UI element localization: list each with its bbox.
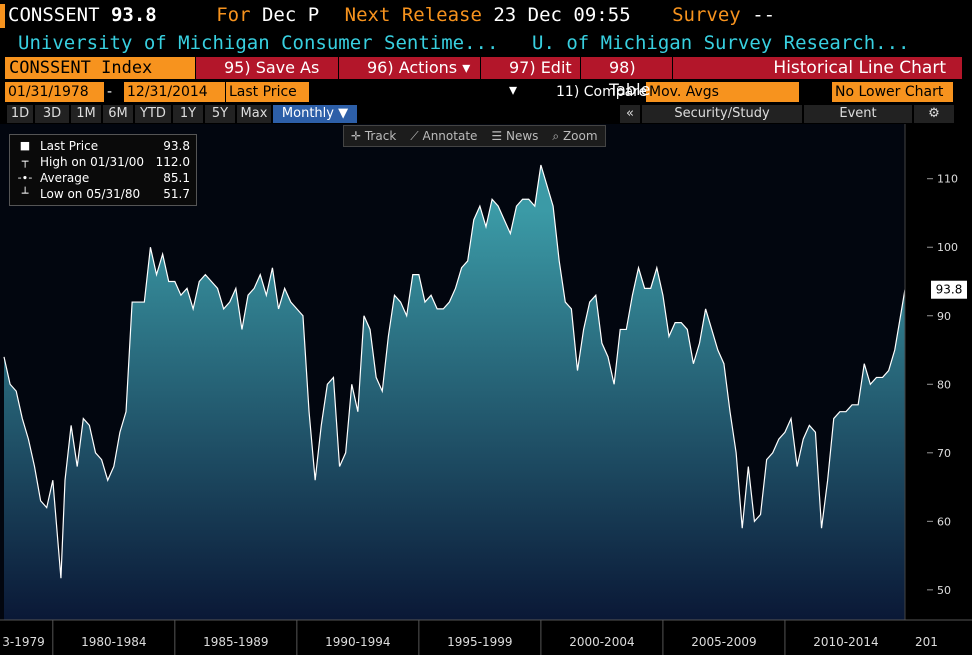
collapse[interactable]: « [620,105,640,123]
legend-label: Low on 05/31/80 [40,187,141,201]
survey-value: -- [752,4,776,26]
period-button[interactable]: YTD [135,105,171,123]
legend: ■ Last Price 93.8 ┬ High on 01/31/00 112.0 -∙-… [9,134,197,206]
period-button[interactable]: 1Y [173,105,203,123]
tool-bar: ✛ Track ⟋ Annotate ☰ News ⌕ Zoom [343,125,606,147]
start-date[interactable]: 01/31/1978 [5,82,104,102]
legend-icon: ┬ [21,155,29,168]
period-button[interactable]: 1M [71,105,101,123]
x-tick-label: 3-1979 [2,635,45,649]
compare-value[interactable]: Mov. Avgs [646,82,799,102]
last-price-label: 93.8 [936,283,963,297]
x-tick-label: 1995-1999 [447,635,512,649]
field[interactable]: Last Price [226,82,309,102]
legend-label: High on 01/31/00 [40,155,145,169]
x-tick-label: 201 [915,635,938,649]
period-button[interactable]: Max [237,105,271,123]
legend-label: Average [40,171,90,185]
y-tick-label: 90 [937,310,951,323]
tool[interactable]: ✛ Track [351,129,397,143]
period-button[interactable]: 6M [103,105,133,123]
security-field[interactable]: CONSSENT Index [5,57,195,79]
for-label: For [216,4,251,26]
chart-kind[interactable]: Historical Line Chart [672,57,962,79]
legend-label: Last Price [40,139,99,153]
x-tick-label: 1990-1994 [325,635,390,649]
legend-row: ■ Last Price 93.8 [10,138,196,154]
toolbar-button[interactable]: 95) Save As [195,57,338,79]
period-button[interactable]: 5Y [205,105,235,123]
period-button[interactable]: 1D [7,105,33,123]
y-tick-label: 80 [937,378,951,391]
x-tick-label: 1985-1989 [203,635,268,649]
area [4,165,905,620]
legend-row: ┴ Low on 05/31/80 51.7 [10,186,196,202]
legend-row: ┬ High on 01/31/00 112.0 [10,154,196,170]
y-tick-label: 100 [937,241,958,254]
source: U. of Michigan Survey Research... [532,32,910,54]
dash: - [107,84,113,100]
legend-icon: ■ [19,139,31,152]
end-date[interactable]: 12/31/2014 [124,82,225,102]
y-tick-label: 70 [937,447,951,460]
x-tick-label: 2005-2009 [691,635,756,649]
legend-value: 93.8 [163,139,190,153]
legend-value: 85.1 [163,171,190,185]
next-label: Next Release [344,4,482,26]
price: 93.8 [110,4,157,26]
for-value: Dec P [261,4,320,26]
legend-row: -∙- Average 85.1 [10,170,196,186]
tool[interactable]: ☰ News [491,129,539,143]
tool[interactable]: ⌕ Zoom [552,129,598,143]
x-tick-label: 1980-1984 [81,635,146,649]
lower-chart[interactable]: No Lower Chart [832,82,953,102]
frequency[interactable]: Monthly ▼ [273,105,357,123]
header-row: CONSSENT 93.8 For Dec P Next Release 23 … [8,4,775,26]
last-price-tag [931,280,967,299]
line [3,164,906,579]
name: University of Michigan Consumer Sentime.… [18,32,499,54]
period-button[interactable]: 3D [35,105,69,123]
compare[interactable]: 11) Compare [556,84,648,100]
legend-icon: ┴ [21,187,29,200]
y-tick-label: 50 [937,584,951,597]
legend-icon: -∙- [17,171,33,184]
next-value: 23 Dec 09:55 [493,4,631,26]
legend-value: 112.0 [155,155,190,169]
event[interactable]: Event [804,105,912,123]
chart: 93.8 50 60 70 80 90 100 110 3-1979 1980-1984 1985-… [0,124,972,655]
survey-label: Survey [672,4,741,26]
x-tick-label: 2000-2004 [569,635,634,649]
legend-value: 51.7 [163,187,190,201]
toolbar-button[interactable]: 98) Table [580,57,672,99]
tool[interactable]: ⟋ Annotate [410,129,478,143]
y-tick-label: 60 [937,515,951,528]
settings[interactable]: ⚙ [914,105,954,123]
marker [0,4,5,28]
x-tick-label: 2010-2014 [813,635,878,649]
ticker: CONSSENT [8,4,100,26]
study[interactable]: Security/Study [642,105,802,123]
y-tick-label: 110 [937,173,958,186]
toolbar-button[interactable]: 97) Edit ▾ [480,57,580,99]
toolbar-button[interactable]: 96) Actions ▾ [338,57,480,79]
